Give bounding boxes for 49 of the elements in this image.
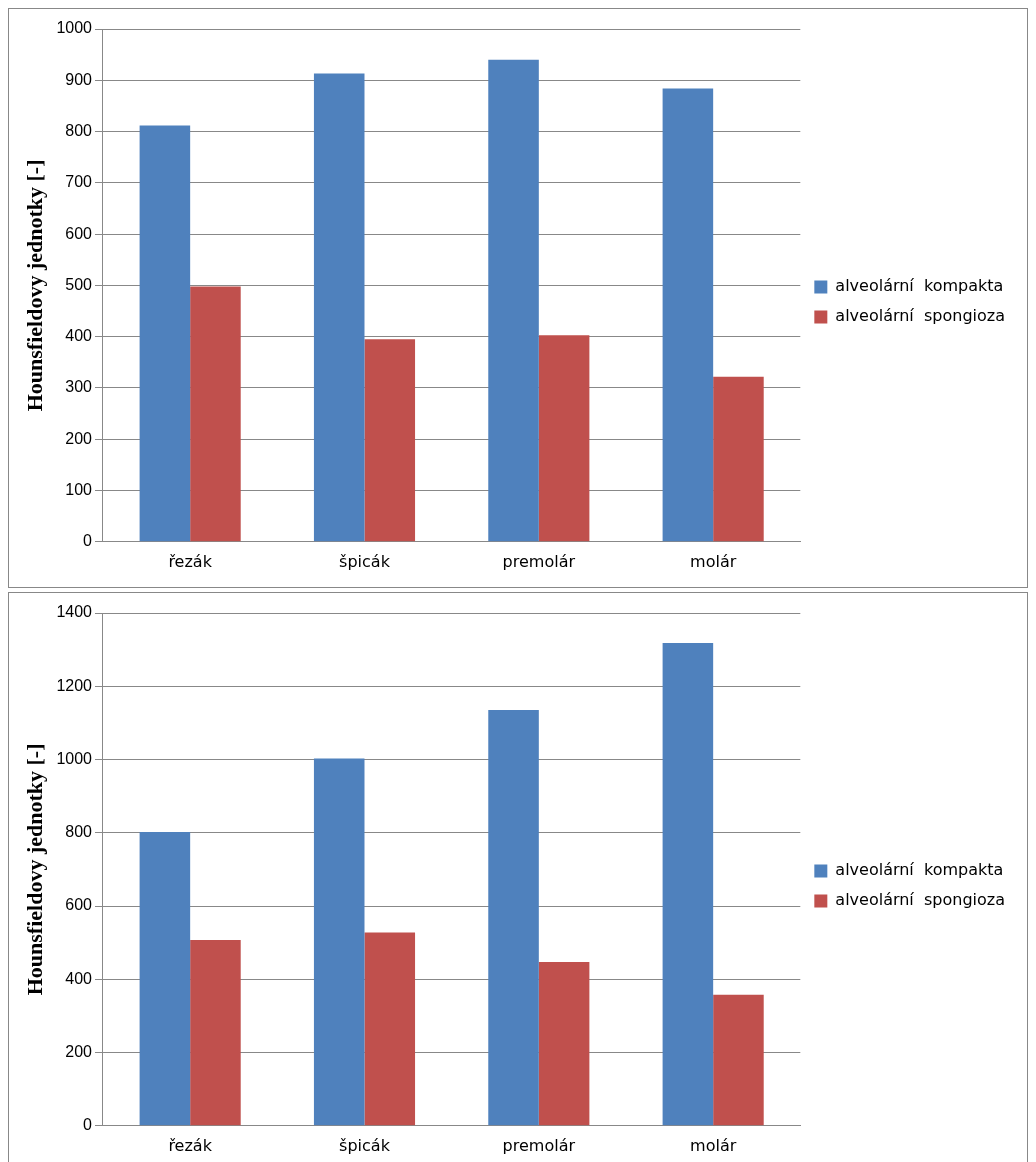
y-tick-label: 400 (65, 327, 93, 345)
x-tick-label: premolár (502, 1135, 576, 1155)
y-tick-label: 1400 (56, 603, 93, 621)
legend-label: alveolární spongioza (835, 890, 1005, 910)
y-tick-label: 0 (83, 532, 93, 550)
y-tick-label: 500 (65, 275, 93, 293)
x-tick-label: molár (690, 1135, 737, 1155)
y-tick-label: 0 (83, 1116, 93, 1134)
bar (364, 932, 416, 1126)
bar (538, 962, 590, 1126)
bar (713, 376, 764, 542)
legend-label: alveolární kompakta (835, 860, 1004, 880)
y-tick-label: 1000 (56, 19, 93, 37)
x-tick-label: premolár (502, 551, 576, 571)
x-tick-label: molár (690, 551, 737, 571)
x-tick-label: špicák (339, 1135, 391, 1155)
bar (713, 994, 764, 1126)
bar (313, 73, 365, 542)
y-tick-label: 900 (65, 70, 93, 88)
x-tick-label: špicák (339, 551, 391, 571)
bar (364, 339, 416, 542)
y-tick-label: 200 (65, 1042, 93, 1060)
y-tick-label: 800 (65, 823, 93, 841)
y-tick-label: 300 (65, 378, 93, 396)
x-tick-label: řezák (168, 1135, 213, 1155)
bar (190, 940, 241, 1126)
y-tick-label: 800 (65, 121, 93, 139)
y-tick-label: 600 (65, 896, 93, 914)
bar (313, 758, 365, 1126)
bar (488, 710, 539, 1126)
bar (538, 335, 590, 542)
y-axis-title: Hounsfieldovy jednotky [-] (21, 743, 47, 996)
y-tick-label: 600 (65, 224, 93, 242)
legend-label: alveolární spongioza (835, 306, 1005, 326)
y-tick-label: 700 (65, 173, 93, 191)
y-tick-label: 200 (65, 429, 93, 447)
y-tick-label: 1000 (56, 749, 93, 767)
x-tick-label: řezák (168, 551, 213, 571)
bar (139, 125, 191, 542)
y-tick-label: 100 (65, 480, 93, 498)
legend-label: alveolární kompakta (835, 276, 1004, 296)
y-tick-label: 1200 (56, 676, 93, 694)
y-axis-title: Hounsfieldovy jednotky [-] (21, 159, 47, 412)
y-tick-label: 400 (65, 969, 93, 987)
bar (662, 88, 714, 542)
bar (139, 832, 191, 1126)
bar (488, 59, 539, 542)
bar (662, 643, 714, 1126)
bar (190, 286, 241, 542)
